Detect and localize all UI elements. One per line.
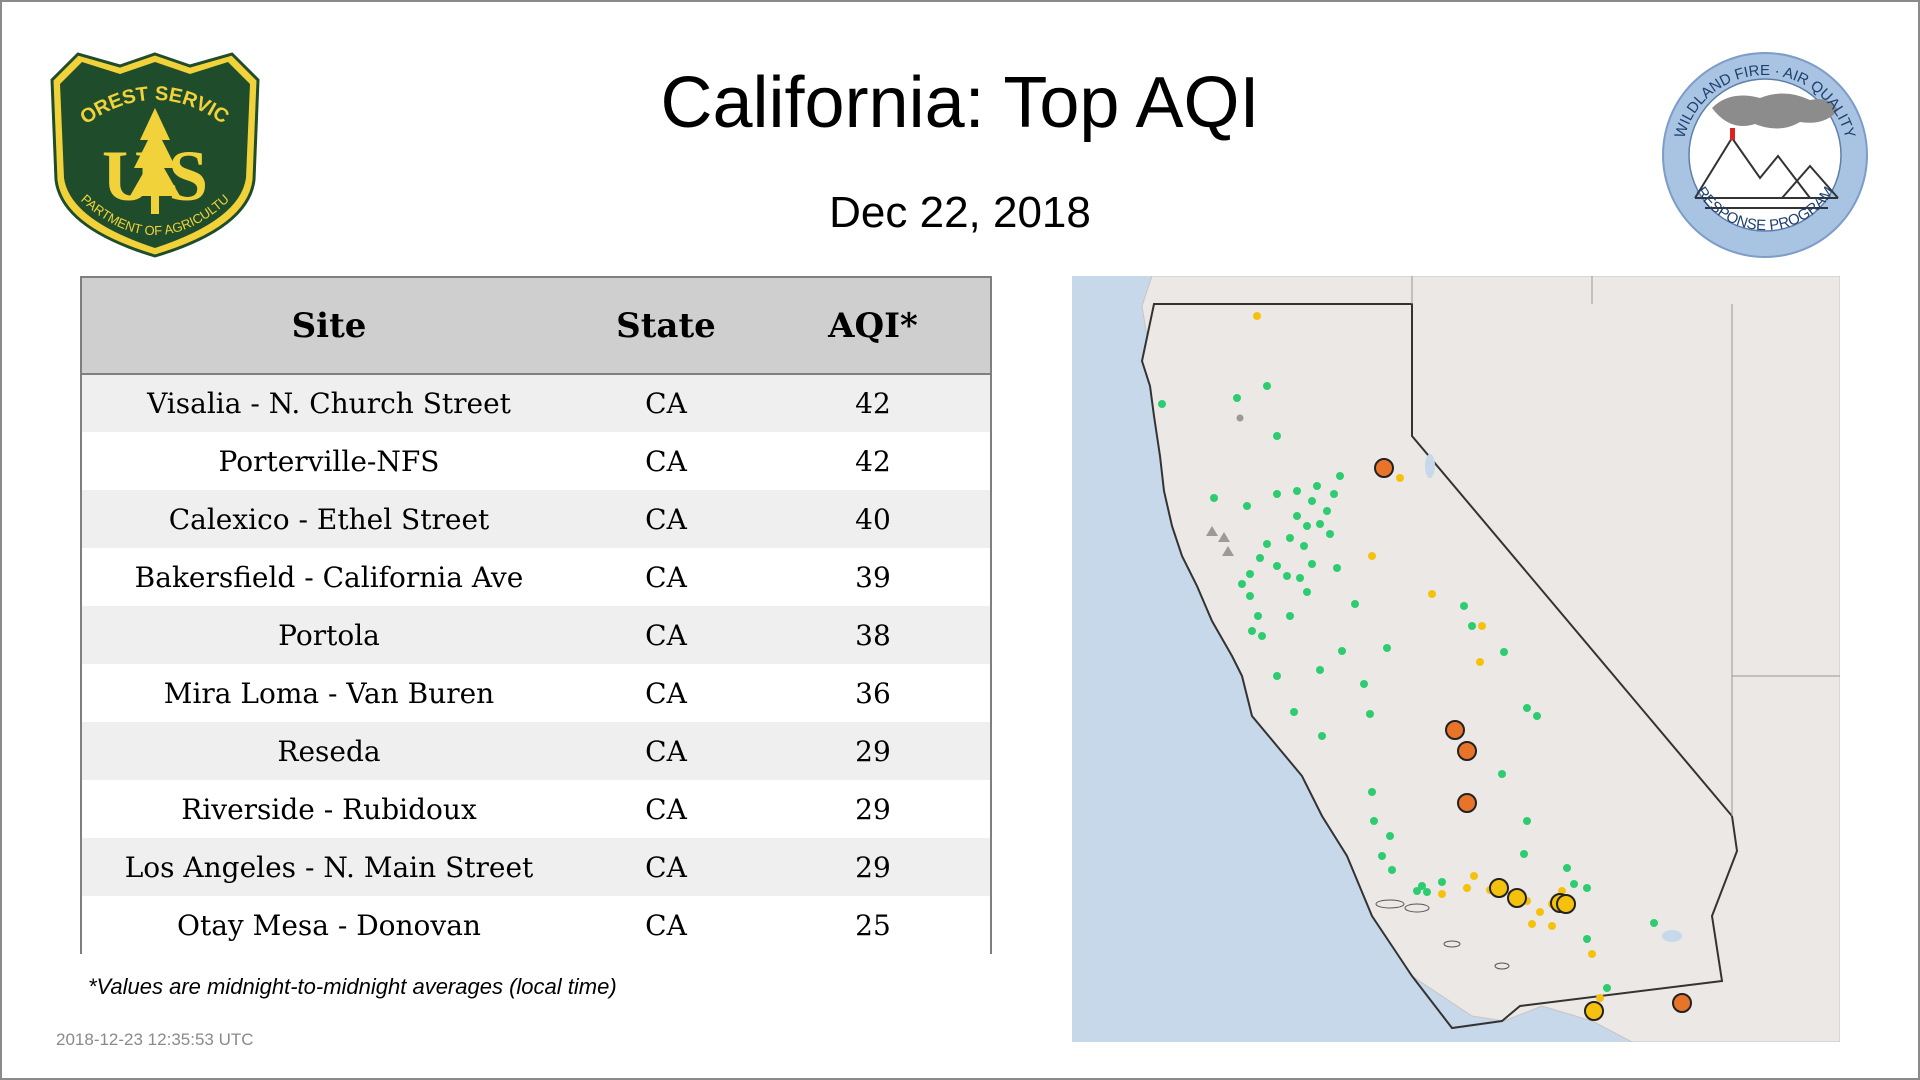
cell-aqi: 38 <box>855 618 891 652</box>
forest-service-logo: FOREST SERVICE U S DEPARTMENT OF AGRICUL… <box>43 33 260 260</box>
report-date: Dec 22, 2018 <box>829 188 1091 237</box>
table-row: Reseda CA 29 <box>82 722 990 780</box>
footnote: *Values are midnight-to-midnight average… <box>88 974 617 999</box>
aqi-table: Site State AQI* Visalia - N. Church Stre… <box>80 276 992 954</box>
cell-site: Calexico - Ethel Street <box>168 502 490 536</box>
highlight-moderate <box>1489 878 1604 1021</box>
cell-state: CA <box>645 676 687 710</box>
cell-aqi: 39 <box>855 560 891 594</box>
cell-aqi: 42 <box>855 387 891 420</box>
channel-islands <box>1375 899 1510 970</box>
column-header-state: State <box>616 305 716 346</box>
california-aqi-map <box>1072 276 1840 1042</box>
cell-aqi: 42 <box>855 444 891 478</box>
cell-state: CA <box>645 560 687 594</box>
mountains-icon <box>1694 136 1839 209</box>
cell-site: Los Angeles - N. Main Street <box>124 850 534 884</box>
lakes <box>1425 454 1682 942</box>
page-title: California: Top AQI <box>660 63 1260 143</box>
table-row: Bakersfield - California Ave CA 39 <box>82 548 990 606</box>
logo-letter-s: S <box>168 136 208 216</box>
cell-aqi: 40 <box>855 502 891 536</box>
cell-site: Reseda <box>277 734 381 768</box>
table-row: Mira Loma - Van Buren CA 36 <box>82 664 990 722</box>
cell-state: CA <box>645 908 687 942</box>
neighbor-borders <box>1411 276 1840 816</box>
cell-site: Mira Loma - Van Buren <box>163 676 495 710</box>
monitors-nodata <box>1206 414 1244 556</box>
cell-state: CA <box>645 502 687 536</box>
california-border <box>1140 303 1739 1030</box>
table-header-row: Site State AQI* <box>82 278 990 374</box>
tree-icon <box>130 108 180 214</box>
table-row: Portola CA 38 <box>82 606 990 664</box>
table-row: Riverside - Rubidoux CA 29 <box>82 780 990 838</box>
cell-state: CA <box>645 618 687 652</box>
wildland-fire-seal-logo: WILDLAND FIRE · AIR QUALITY RESPONSE PRO… <box>1660 48 1870 263</box>
cell-state: CA <box>645 734 687 768</box>
fire-flag-icon <box>1730 128 1735 140</box>
cell-site: Riverside - Rubidoux <box>181 792 477 826</box>
highlight-usg <box>1374 458 1692 1013</box>
cell-site: Portola <box>278 618 380 652</box>
cell-aqi: 29 <box>855 734 891 768</box>
monitors-good <box>1158 382 1658 992</box>
cell-site: Porterville-NFS <box>218 444 440 478</box>
table-row: Visalia - N. Church Street CA 42 <box>82 374 990 432</box>
table-row: Los Angeles - N. Main Street CA 29 <box>82 838 990 896</box>
cell-state: CA <box>645 444 687 478</box>
column-header-aqi: AQI* <box>828 305 918 346</box>
cell-site: Visalia - N. Church Street <box>147 387 511 420</box>
table-row: Otay Mesa - Donovan CA 25 <box>82 896 990 954</box>
generated-timestamp: 2018-12-23 12:35:53 UTC <box>56 1030 254 1049</box>
table-row: Porterville-NFS CA 42 <box>82 432 990 490</box>
cell-site: Otay Mesa - Donovan <box>177 908 481 942</box>
cell-aqi: 36 <box>855 676 891 710</box>
column-header-site: Site <box>291 305 367 346</box>
cell-state: CA <box>645 850 687 884</box>
cell-aqi: 25 <box>855 908 891 942</box>
smoke-plume-icon <box>1712 93 1838 129</box>
table-row: Calexico - Ethel Street CA 40 <box>82 490 990 548</box>
cell-state: CA <box>645 792 687 826</box>
cell-aqi: 29 <box>855 850 891 884</box>
cell-state: CA <box>645 387 687 420</box>
cell-aqi: 29 <box>855 792 891 826</box>
cell-site: Bakersfield - California Ave <box>134 560 524 594</box>
